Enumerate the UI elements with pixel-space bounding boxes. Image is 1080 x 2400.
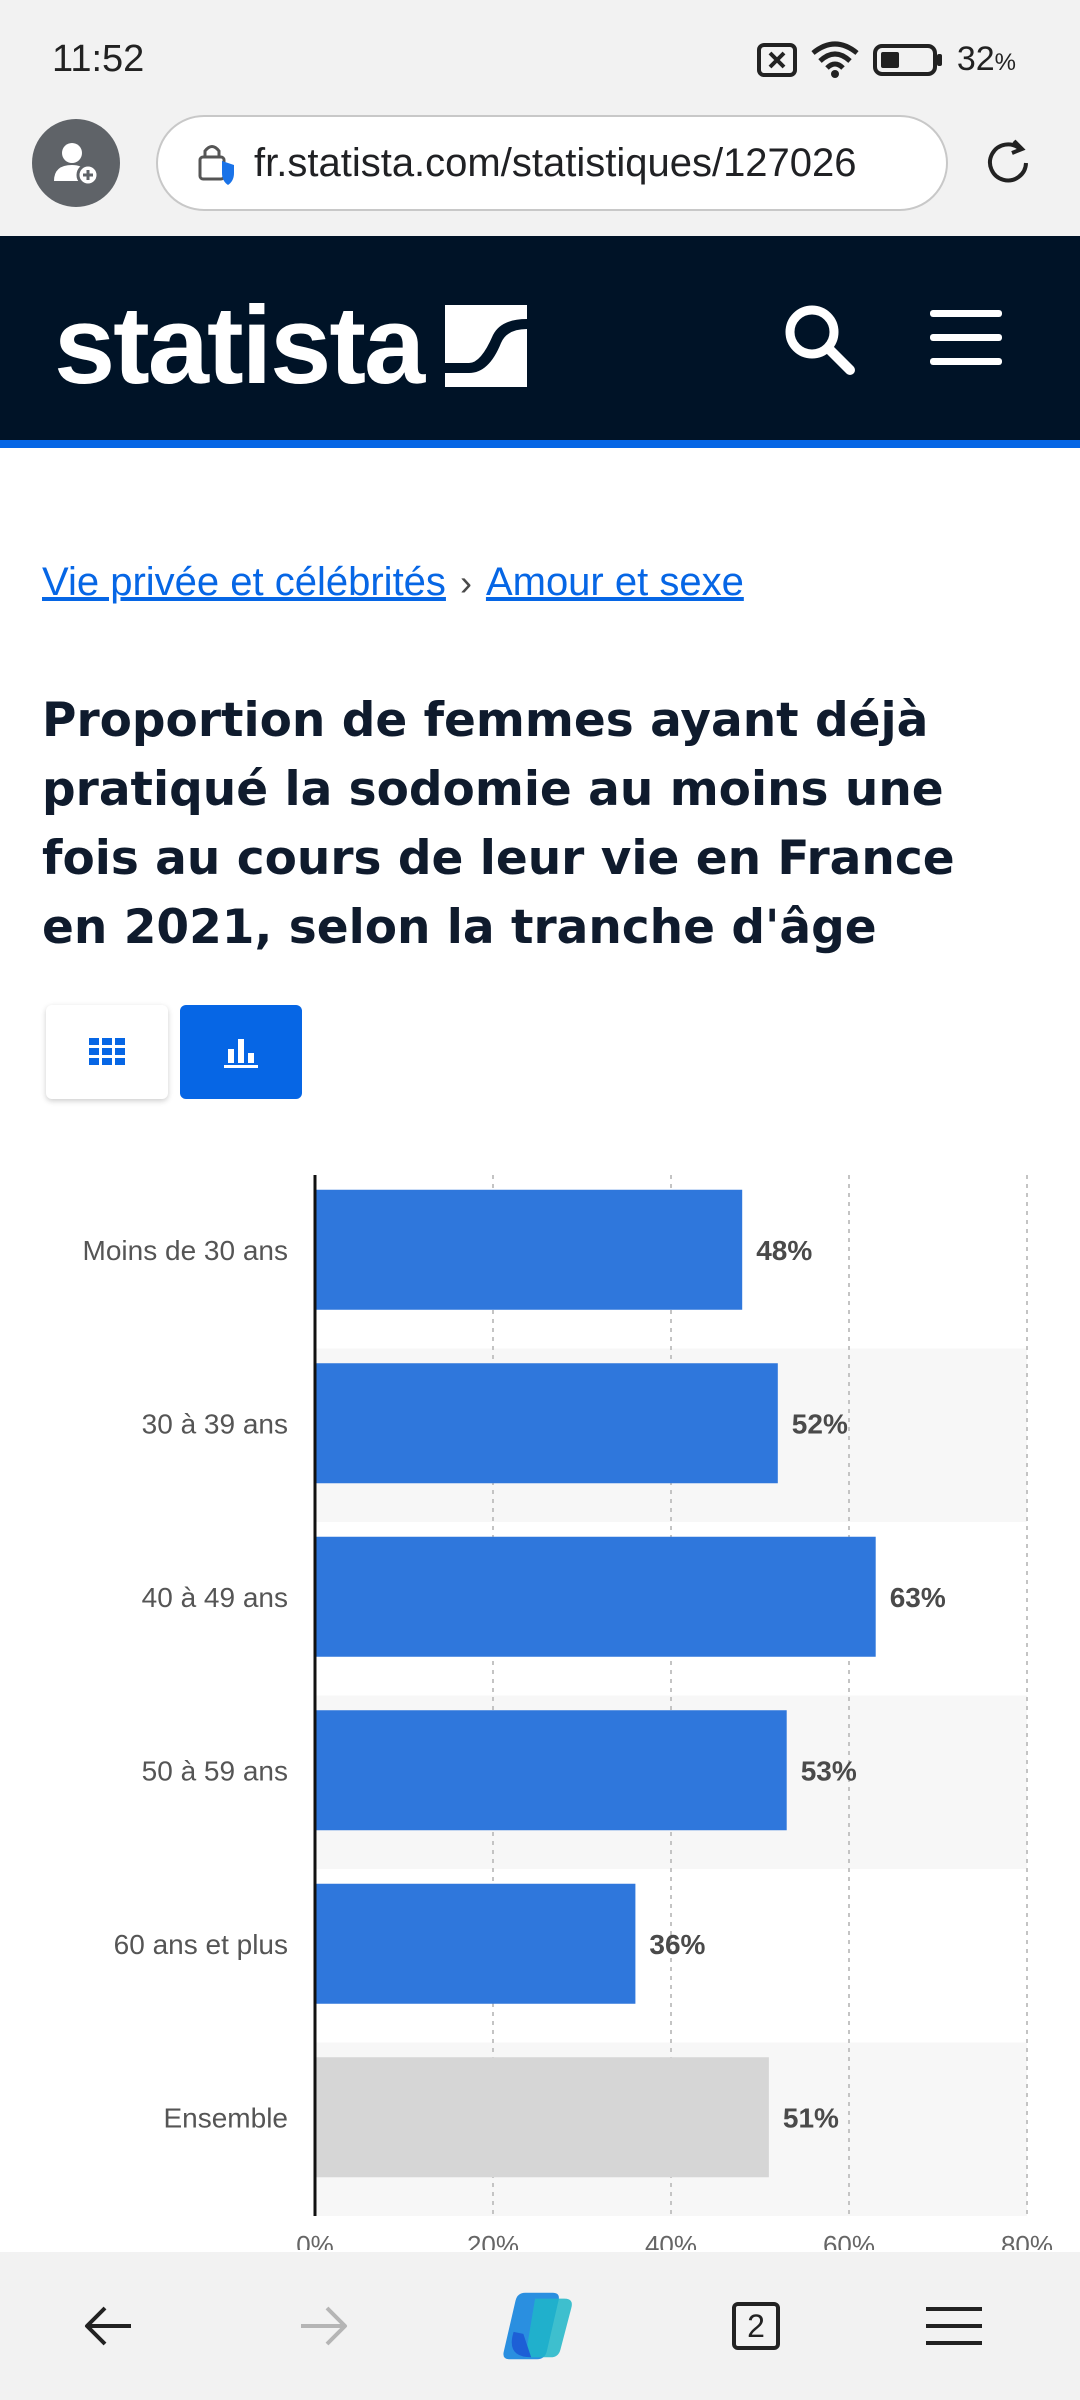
- tabs-icon: 2: [732, 2302, 780, 2350]
- bar: [315, 1189, 743, 1310]
- reload-icon[interactable]: [980, 135, 1036, 191]
- data-label: 52%: [792, 1408, 848, 1439]
- data-label: 48%: [756, 1235, 812, 1266]
- status-time: 11:52: [52, 38, 145, 80]
- battery-percent: 32%: [956, 40, 1016, 78]
- x-tick-label: 20%: [467, 2230, 519, 2250]
- page-title: Proportion de femmes ayant déjà pratiqué…: [42, 693, 955, 955]
- table-view-button[interactable]: [46, 1005, 168, 1099]
- table-icon: [89, 1038, 125, 1065]
- data-label: 51%: [783, 2102, 839, 2133]
- battery-icon: [872, 43, 942, 76]
- browser-menu-button[interactable]: [912, 2284, 996, 2368]
- bar: [315, 1536, 876, 1657]
- forward-icon: [301, 2306, 347, 2346]
- search-icon[interactable]: [780, 300, 858, 378]
- status-bar: 11:52 32%: [0, 0, 1080, 110]
- browser-toolbar: fr.statista.com/statistiques/127026: [0, 110, 1080, 236]
- category-label: 50 à 59 ans: [142, 1755, 288, 1786]
- breadcrumb-link-amour-et-sexe[interactable]: Amour et sexe: [485, 560, 744, 604]
- bar: [315, 2057, 769, 2178]
- data-label: 63%: [890, 1582, 946, 1613]
- forward-button[interactable]: [282, 2284, 366, 2368]
- bar: [315, 1883, 636, 2004]
- breadcrumb: Vie privée et célébrités › Amour et sexe: [42, 560, 744, 605]
- browser-bottom-nav: 2: [0, 2252, 1080, 2400]
- category-label: 30 à 39 ans: [142, 1408, 288, 1439]
- chart-view-button[interactable]: [180, 1005, 302, 1099]
- site-header: statista: [0, 236, 1080, 448]
- category-label: 40 à 49 ans: [142, 1582, 288, 1613]
- x-tick-label: 60%: [823, 2230, 875, 2250]
- statista-logo[interactable]: statista: [54, 284, 528, 407]
- copilot-icon: [503, 2292, 572, 2360]
- x-tick-label: 0%: [296, 2230, 334, 2250]
- data-label: 53%: [801, 1755, 857, 1786]
- x-tick-label: 40%: [645, 2230, 697, 2250]
- breadcrumb-separator: ›: [459, 561, 472, 603]
- profile-icon: [54, 143, 100, 187]
- data-label: 36%: [649, 1929, 705, 1960]
- wifi-icon: [811, 41, 859, 78]
- tabs-button[interactable]: 2: [714, 2284, 798, 2368]
- address-bar[interactable]: fr.statista.com/statistiques/127026: [156, 115, 948, 211]
- profile-button[interactable]: [32, 119, 120, 207]
- bar-chart-icon: [224, 1039, 258, 1068]
- statista-logo-mark: [445, 305, 528, 387]
- copilot-button[interactable]: [496, 2284, 580, 2368]
- category-label: 60 ans et plus: [114, 1929, 288, 1960]
- url-text: fr.statista.com/statistiques/127026: [254, 140, 857, 185]
- back-icon: [85, 2306, 131, 2346]
- chart-svg: 48% Moins de 30 ans 52% 30 à 39 ans 63% 40 à …: [83, 1175, 1053, 2250]
- x-tick-label: 80%: [1001, 2230, 1053, 2250]
- breadcrumb-link-vie-privee[interactable]: Vie privée et célébrités: [42, 560, 446, 604]
- bar-chart: 48% Moins de 30 ans 52% 30 à 39 ans 63% 40 à …: [0, 1160, 1080, 2250]
- category-label: Moins de 30 ans: [83, 1235, 288, 1266]
- category-label: Ensemble: [163, 2102, 288, 2133]
- hamburger-menu-icon[interactable]: [930, 308, 1002, 368]
- logo-text: statista: [54, 284, 425, 407]
- menu-icon: [926, 2307, 982, 2345]
- bar: [315, 1363, 778, 1484]
- status-icons: 32%: [756, 40, 1016, 79]
- no-sim-icon: [756, 42, 797, 77]
- secure-lock-icon: [198, 145, 234, 185]
- bar: [315, 1710, 787, 1831]
- back-button[interactable]: [66, 2284, 150, 2368]
